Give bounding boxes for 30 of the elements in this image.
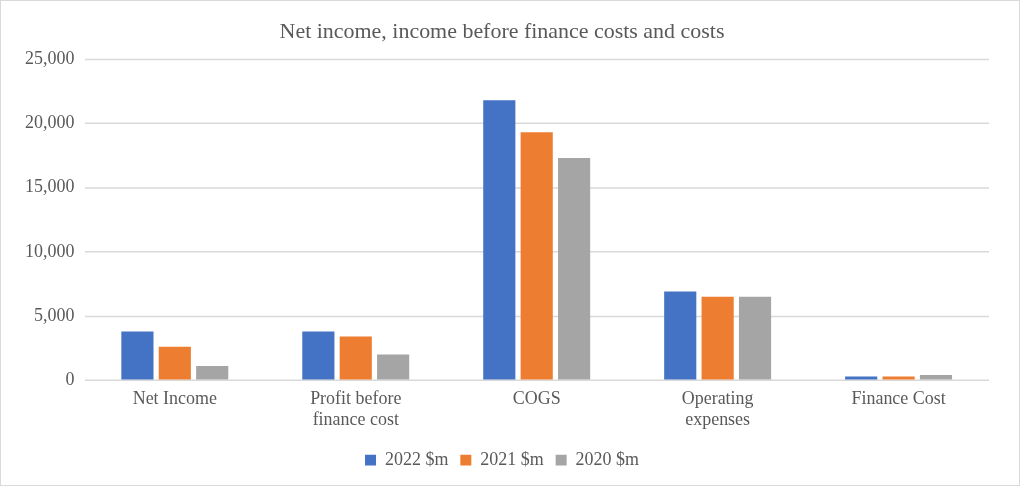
bar <box>701 296 734 380</box>
x-tick-label: Profit before finance cost <box>310 387 402 430</box>
y-tick-label: 0 <box>65 368 75 389</box>
legend-label: 2020 $m <box>575 448 640 469</box>
legend-label: 2021 $m <box>480 448 544 469</box>
bar <box>196 366 229 380</box>
bar <box>158 346 191 380</box>
y-tick-label: 25,000 <box>24 47 75 68</box>
bar <box>882 376 915 380</box>
bar <box>520 132 553 380</box>
bar <box>302 331 335 380</box>
x-tick-label: Net Income <box>132 387 217 408</box>
y-tick-label: 5,000 <box>33 304 75 325</box>
x-tick-label: COGS <box>512 387 561 408</box>
bar <box>738 296 772 380</box>
x-tick-label: Finance Cost <box>851 387 946 408</box>
bar <box>377 354 410 380</box>
bar <box>483 100 516 380</box>
x-tick-label: Operating expenses <box>681 387 754 430</box>
y-tick-label: 15,000 <box>24 176 75 197</box>
bar <box>558 158 591 380</box>
bar <box>664 291 697 380</box>
bar <box>121 331 154 380</box>
bar <box>919 375 953 380</box>
y-tick-label: 10,000 <box>24 240 75 261</box>
y-tick-label: 20,000 <box>24 112 75 133</box>
legend-label: 2022 $m <box>384 448 449 469</box>
bar <box>845 376 878 380</box>
bar <box>339 336 372 380</box>
chart-title: Net income, income before finance costs and costs <box>279 17 725 43</box>
